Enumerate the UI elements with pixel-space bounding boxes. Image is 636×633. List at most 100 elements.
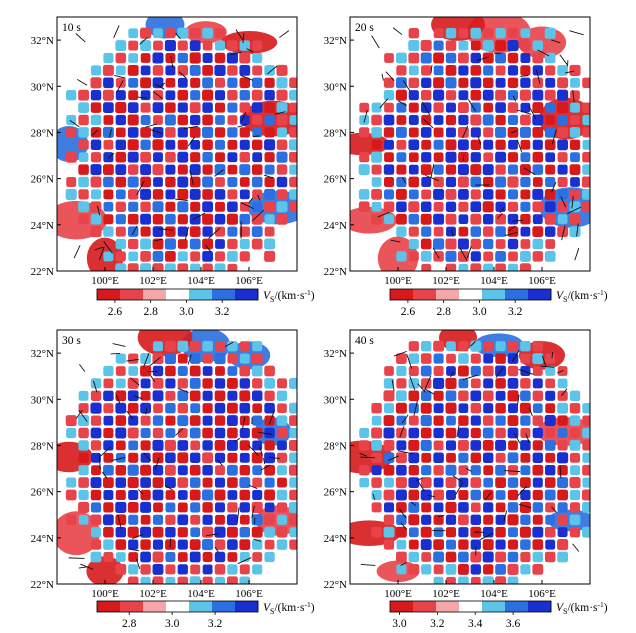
checker-cell	[508, 139, 518, 150]
checker-cell	[214, 551, 226, 563]
checker-cell	[408, 127, 419, 138]
checker-cell	[421, 341, 432, 352]
checker-cell	[140, 440, 151, 451]
checker-cell	[140, 428, 151, 438]
checker-cell	[90, 139, 102, 151]
checker-cell	[383, 403, 395, 414]
checker-cell	[446, 341, 456, 352]
anisotropy-bar	[497, 212, 503, 219]
anisotropy-bar	[117, 515, 122, 530]
checker-cell	[545, 378, 556, 389]
checker-cell	[177, 502, 188, 513]
checker-cell	[569, 189, 581, 200]
checker-cell	[202, 201, 214, 213]
checker-cell	[165, 127, 176, 138]
checker-cell	[445, 164, 457, 175]
checker-cell	[90, 77, 102, 89]
checker-cell	[202, 263, 213, 271]
checker-cell	[507, 176, 519, 188]
checker-cell	[532, 366, 543, 376]
colorbar-tick-label: 2.8	[436, 306, 451, 318]
checker-cell	[189, 477, 201, 488]
y-tick-label: 30°N	[324, 394, 347, 406]
checker-cell	[570, 115, 580, 125]
checker-cell	[421, 65, 432, 76]
checker-cell	[103, 226, 114, 237]
checker-cell	[420, 489, 432, 501]
checker-cell	[520, 489, 531, 501]
checker-cell	[226, 402, 238, 414]
checker-cell	[164, 477, 176, 489]
checker-cell	[189, 40, 201, 52]
anisotropy-bar	[154, 238, 163, 242]
checker-cell	[226, 213, 238, 225]
checker-cell	[252, 465, 263, 476]
checker-cell	[103, 52, 114, 64]
checker-cell	[115, 501, 127, 513]
checker-cell	[383, 539, 395, 550]
checker-cell	[264, 89, 275, 101]
checker-cell	[569, 440, 581, 451]
checker-cell	[383, 415, 395, 427]
checker-cell	[65, 151, 77, 163]
checker-cell	[152, 164, 164, 176]
checker-cell	[532, 102, 544, 114]
checker-cell	[239, 52, 251, 64]
checker-cell	[359, 428, 370, 438]
checker-cell	[483, 514, 494, 525]
checker-cell	[140, 40, 152, 52]
anisotropy-bar	[564, 70, 575, 74]
checker-cell	[78, 214, 89, 225]
colorbar-swatch	[390, 289, 402, 300]
colorbar-tick-label: 3.2	[508, 306, 523, 318]
anisotropy-bar	[561, 225, 566, 241]
checker-cell	[202, 27, 214, 39]
checker-cell	[495, 452, 506, 463]
checker-cell	[582, 164, 590, 175]
checker-cell	[371, 452, 382, 464]
x-tick-label: 106°E	[528, 588, 556, 600]
checker-cell	[214, 415, 226, 426]
checker-cell	[128, 415, 139, 426]
anisotropy-bar	[397, 450, 414, 455]
checker-cell	[214, 164, 226, 176]
checker-cell	[189, 27, 201, 39]
checker-cell	[371, 114, 382, 126]
checker-cell	[495, 250, 507, 262]
checker-cell	[458, 576, 469, 584]
anisotropy-bar	[214, 546, 220, 553]
checker-cell	[264, 415, 275, 426]
checker-cell	[507, 213, 519, 225]
checker-cell	[532, 551, 543, 563]
checker-cell	[115, 440, 126, 451]
x-tick-label: 104°E	[187, 275, 215, 287]
checker-cell	[470, 176, 482, 188]
checker-cell	[495, 427, 506, 439]
colorbar-swatch	[108, 601, 121, 612]
checker-cell	[582, 114, 590, 126]
x-tick-label: 104°E	[480, 275, 508, 287]
checker-cell	[276, 514, 288, 525]
checker-cell	[152, 139, 164, 151]
checker-cell	[544, 89, 556, 101]
checker-cell	[470, 164, 482, 176]
checker-cell	[408, 539, 419, 550]
checker-cell	[483, 564, 494, 575]
checker-cell	[115, 102, 127, 114]
anisotropy-bar	[263, 457, 266, 465]
checker-cell	[507, 365, 519, 377]
checker-cell	[420, 526, 432, 538]
checker-cell	[239, 127, 250, 138]
checker-cell	[264, 164, 275, 175]
checker-cell	[495, 353, 506, 364]
checker-cell	[152, 213, 164, 225]
checker-cell	[446, 102, 456, 113]
checker-cell	[214, 226, 226, 237]
checker-cell	[545, 152, 556, 163]
checker-cell	[582, 452, 590, 463]
checker-cell	[264, 464, 275, 476]
checker-cell	[78, 176, 89, 188]
checker-cell	[470, 539, 481, 550]
checker-cell	[152, 52, 164, 64]
